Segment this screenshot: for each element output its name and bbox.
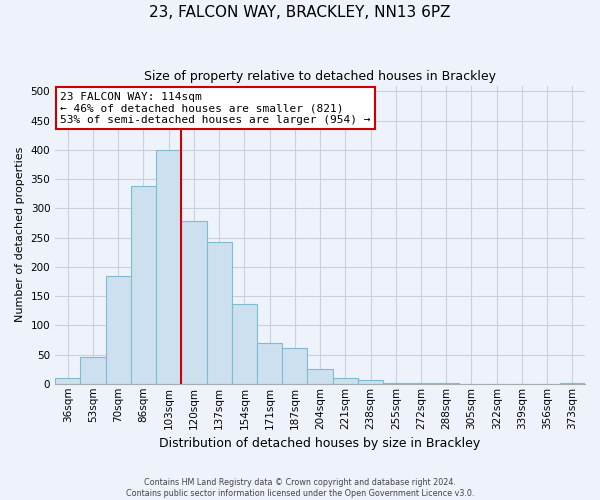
Bar: [257, 343, 282, 384]
Y-axis label: Number of detached properties: Number of detached properties: [15, 147, 25, 322]
Bar: [282, 348, 307, 384]
Bar: [232, 304, 257, 384]
Bar: [307, 368, 332, 384]
Bar: [358, 380, 383, 384]
Text: Contains HM Land Registry data © Crown copyright and database right 2024.
Contai: Contains HM Land Registry data © Crown c…: [126, 478, 474, 498]
Bar: [409, 383, 434, 384]
Bar: [156, 150, 181, 384]
X-axis label: Distribution of detached houses by size in Brackley: Distribution of detached houses by size …: [160, 437, 481, 450]
Text: 23 FALCON WAY: 114sqm
← 46% of detached houses are smaller (821)
53% of semi-det: 23 FALCON WAY: 114sqm ← 46% of detached …: [61, 92, 371, 124]
Title: Size of property relative to detached houses in Brackley: Size of property relative to detached ho…: [144, 70, 496, 83]
Bar: [106, 276, 131, 384]
Text: 23, FALCON WAY, BRACKLEY, NN13 6PZ: 23, FALCON WAY, BRACKLEY, NN13 6PZ: [149, 5, 451, 20]
Bar: [383, 382, 409, 384]
Bar: [55, 378, 80, 384]
Bar: [206, 242, 232, 384]
Bar: [181, 221, 206, 384]
Bar: [560, 382, 585, 384]
Bar: [434, 383, 459, 384]
Bar: [80, 357, 106, 384]
Bar: [332, 378, 358, 384]
Bar: [131, 186, 156, 384]
